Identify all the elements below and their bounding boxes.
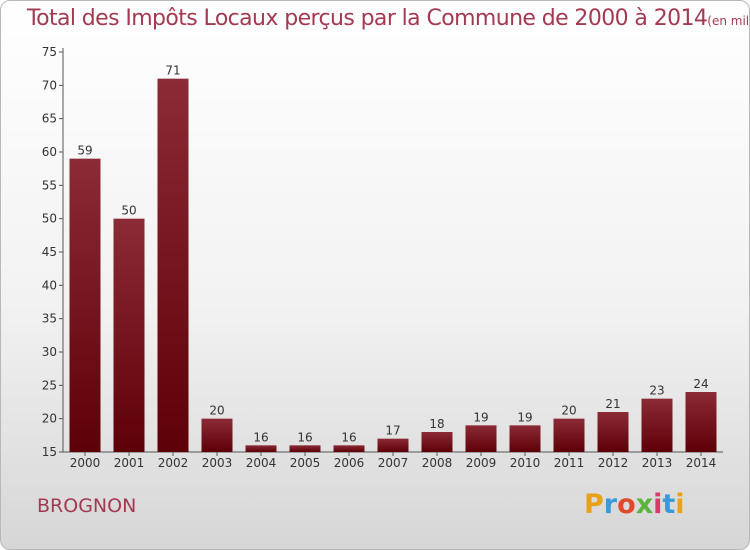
data-label: 23 <box>649 384 664 398</box>
data-label: 21 <box>605 397 620 411</box>
x-tick-label: 2004 <box>246 456 277 470</box>
x-tick-label: 2009 <box>466 456 497 470</box>
data-label: 50 <box>121 204 136 218</box>
x-tick-label: 2014 <box>686 456 717 470</box>
bar <box>509 425 541 452</box>
bar <box>553 418 585 452</box>
y-tick-label: 50 <box>42 212 57 226</box>
x-tick-label: 2002 <box>158 456 189 470</box>
data-label: 20 <box>561 404 576 418</box>
y-tick-label: 55 <box>42 178 57 192</box>
chart-title: Total des Impôts Locaux perçus par la Co… <box>27 6 750 31</box>
y-tick-label: 25 <box>42 378 57 392</box>
data-label: 17 <box>385 424 400 438</box>
x-tick-label: 2012 <box>598 456 629 470</box>
y-tick-label: 20 <box>42 412 57 426</box>
data-label: 20 <box>209 404 224 418</box>
x-tick-label: 2007 <box>378 456 409 470</box>
y-tick-label: 70 <box>42 78 57 92</box>
y-tick-label: 15 <box>42 445 57 459</box>
bar <box>69 158 101 452</box>
x-tick-label: 2001 <box>114 456 145 470</box>
x-tick-label: 2008 <box>422 456 453 470</box>
data-label: 16 <box>297 430 312 444</box>
bar <box>157 78 189 453</box>
logo-letter: o <box>617 489 636 520</box>
bar <box>333 445 365 452</box>
bar <box>201 418 233 452</box>
x-tick-label: 2011 <box>554 456 585 470</box>
bar <box>113 218 145 452</box>
bar <box>685 392 717 452</box>
data-label: 16 <box>341 430 356 444</box>
bar <box>465 425 497 452</box>
x-tick-label: 2003 <box>202 456 233 470</box>
bar <box>597 412 629 452</box>
x-tick-label: 2000 <box>70 456 101 470</box>
logo-letter: i <box>675 489 685 520</box>
y-tick-label: 45 <box>42 245 57 259</box>
y-tick-label: 35 <box>42 312 57 326</box>
x-tick-label: 2010 <box>510 456 541 470</box>
logo-letter: r <box>603 489 618 520</box>
y-tick-label: 75 <box>42 45 57 59</box>
data-label: 18 <box>429 417 444 431</box>
bar <box>377 438 409 452</box>
proxiti-logo: Proxiti <box>584 489 685 520</box>
y-tick-label: 65 <box>42 112 57 126</box>
data-label: 71 <box>165 64 180 78</box>
data-label: 16 <box>253 430 268 444</box>
data-label: 19 <box>517 410 532 424</box>
logo-letter: i <box>653 489 663 520</box>
commune-name: BROGNON <box>37 495 137 517</box>
logo-letter: x <box>635 489 654 520</box>
bar <box>245 445 277 452</box>
x-tick-label: 2005 <box>290 456 321 470</box>
bar <box>289 445 321 452</box>
x-tick-label: 2006 <box>334 456 365 470</box>
bar <box>641 398 673 452</box>
data-label: 19 <box>473 410 488 424</box>
data-label: 59 <box>77 144 92 158</box>
y-tick-label: 60 <box>42 145 57 159</box>
logo-letter: P <box>584 489 604 520</box>
chart-unit: (en milliers d'€) <box>707 14 750 28</box>
x-tick-label: 2013 <box>642 456 673 470</box>
bar <box>421 432 453 452</box>
y-tick-label: 30 <box>42 345 57 359</box>
logo-letter: t <box>662 489 676 520</box>
y-tick-label: 40 <box>42 278 57 292</box>
data-label: 24 <box>693 377 708 391</box>
